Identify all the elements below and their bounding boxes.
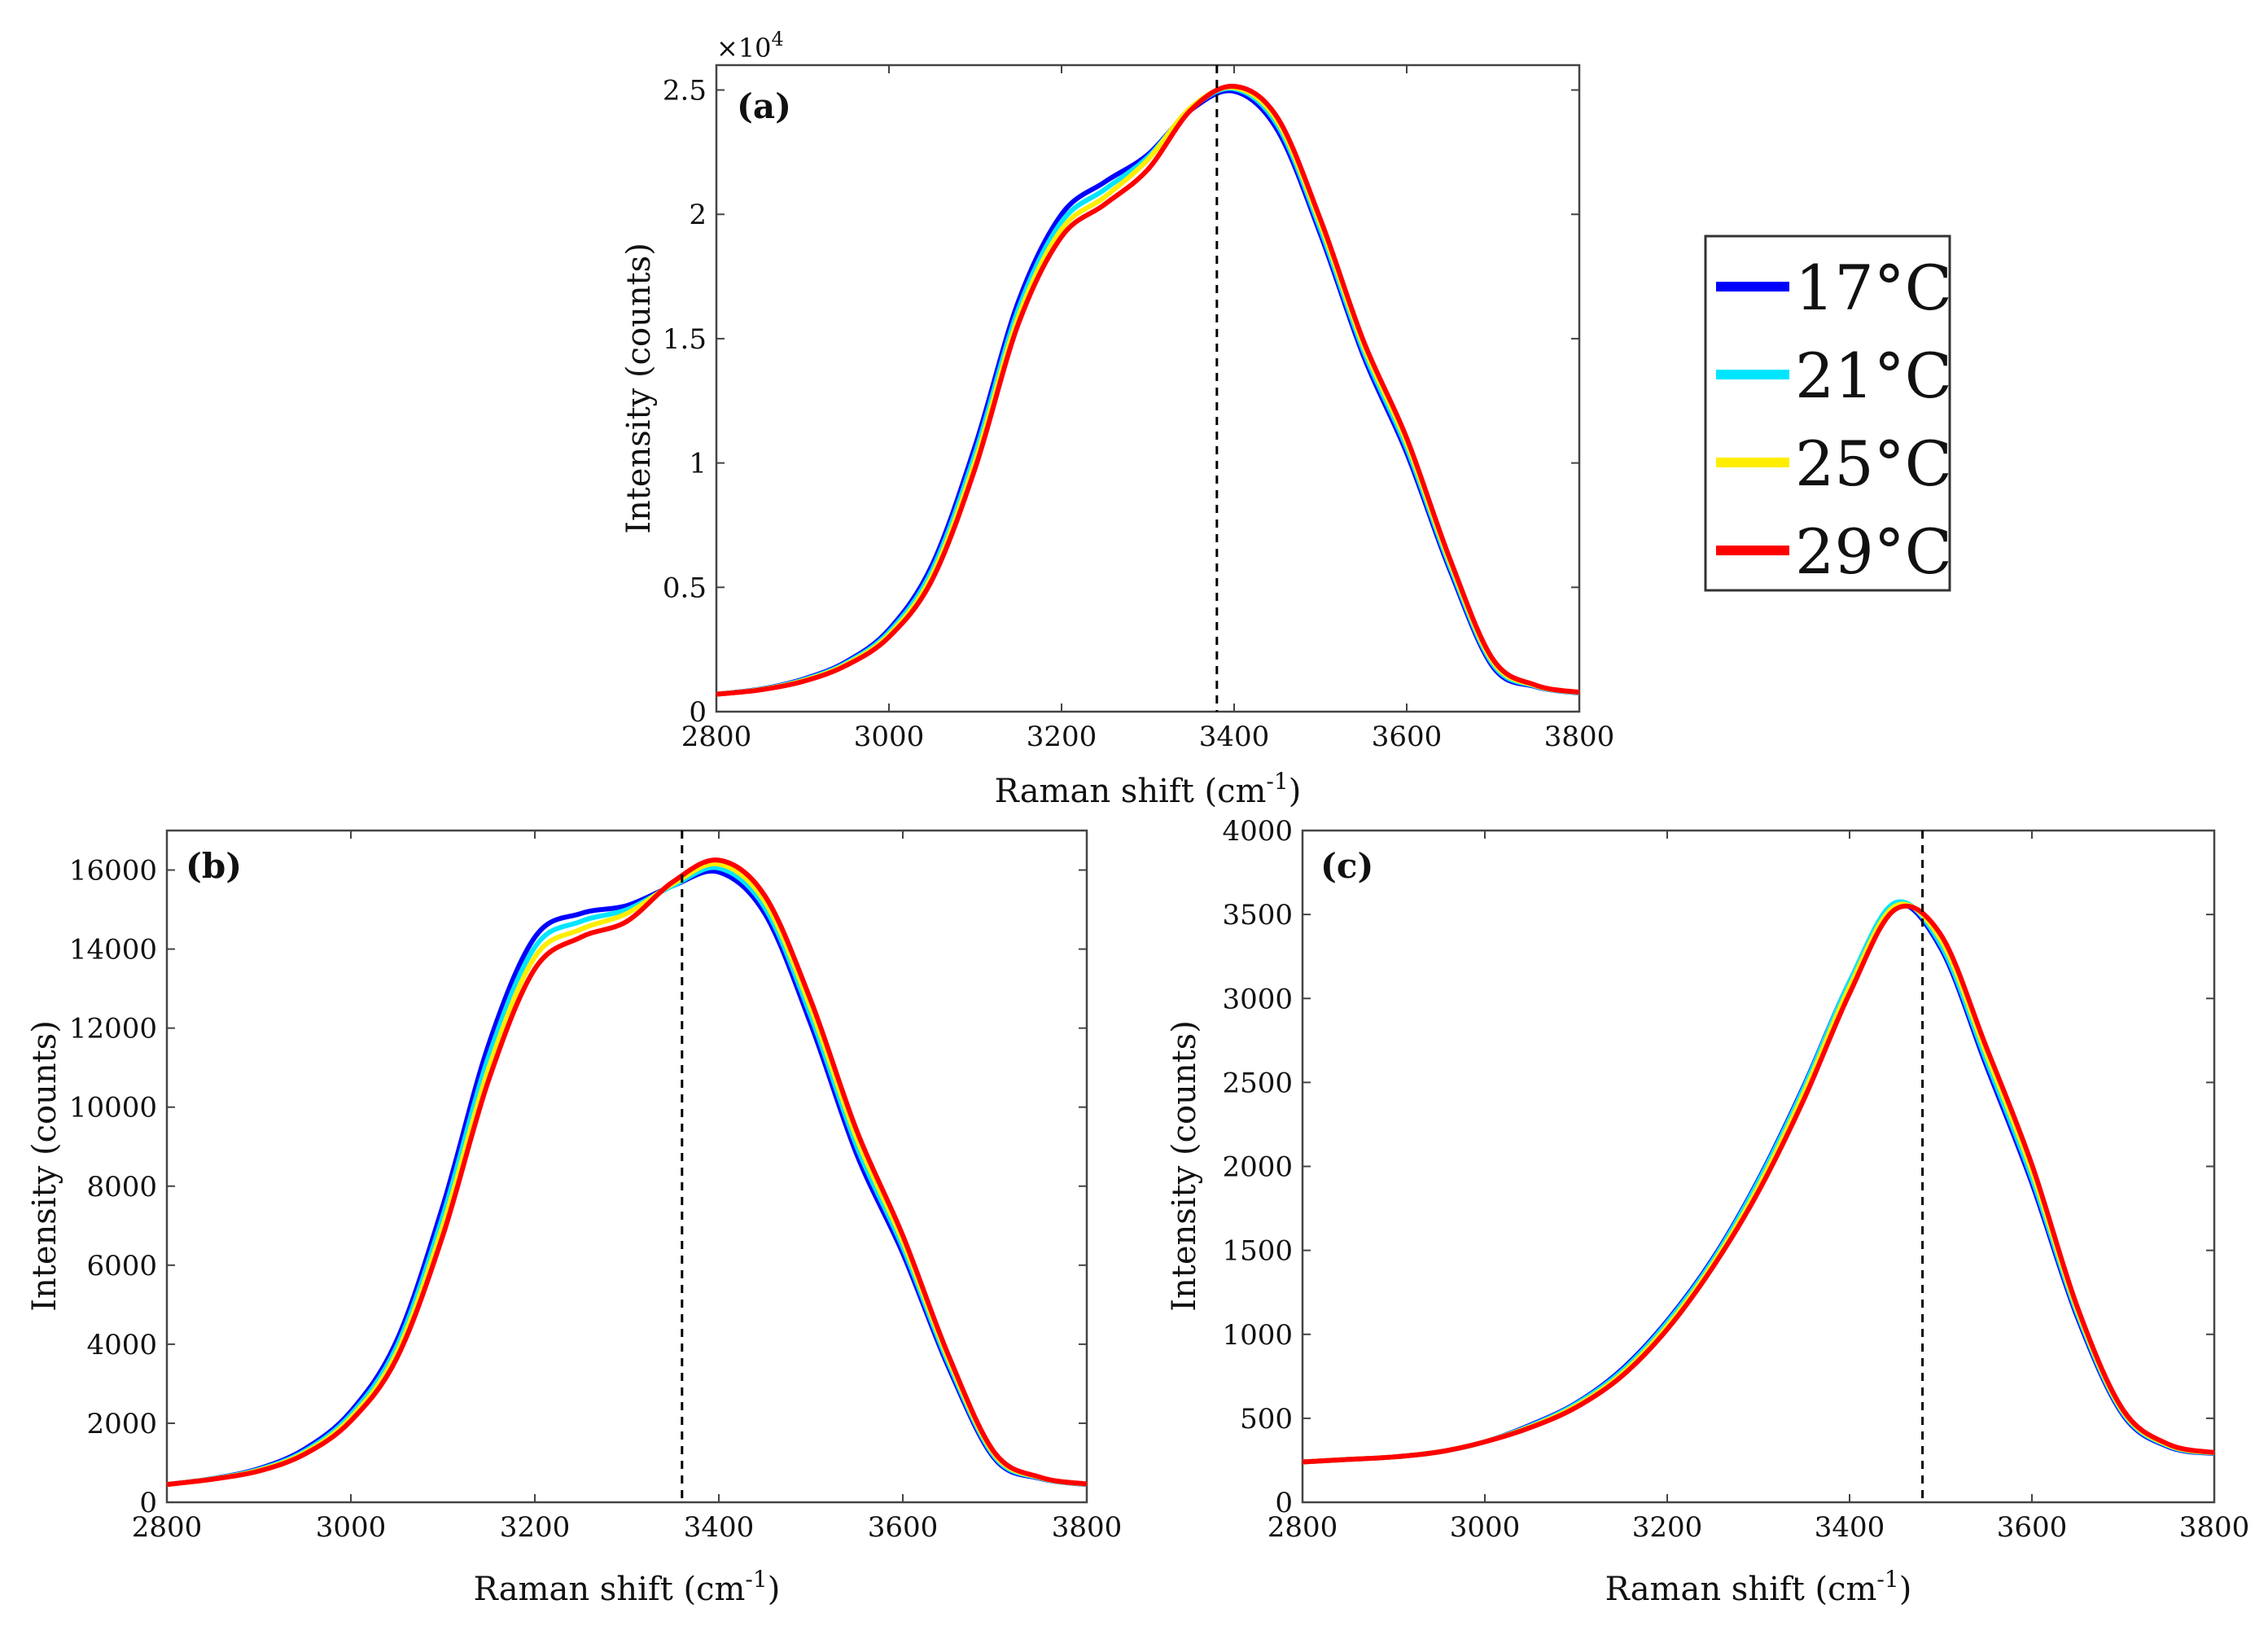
series-layer	[1302, 899, 2215, 1465]
panel-c: 2800 3000 3200 3400 3600 3800 0 500 1000 1500 2000…	[1166, 815, 2249, 1608]
y-tick-label: 2.5	[663, 75, 707, 107]
x-tick-label: 2800	[1268, 1511, 1338, 1544]
x-axis-label-sup: -1	[745, 1566, 767, 1593]
y-tick-label: 2000	[1222, 1151, 1293, 1184]
y-tick-label: 8000	[86, 1171, 157, 1203]
x-tick-label: 3800	[1052, 1511, 1123, 1544]
y-tick-label: 1000	[1222, 1319, 1293, 1352]
y-tick-label: 1.5	[663, 323, 707, 356]
y-tick-label: 6000	[86, 1250, 157, 1282]
y-tick-label: 1500	[1222, 1235, 1293, 1268]
x-axis-label: Raman shift (cm-1)	[474, 1566, 781, 1608]
y-tick-label: 2500	[1222, 1067, 1293, 1099]
x-tick-label: 3400	[1815, 1511, 1885, 1544]
series-line-29c	[1302, 903, 2215, 1465]
y-tick-label: 3000	[1222, 983, 1293, 1015]
y-tick-label: 12000	[69, 1013, 157, 1045]
x-axis-label: Raman shift (cm-1)	[1605, 1566, 1912, 1608]
x-tick-label: 3400	[684, 1511, 755, 1544]
y-axis-label: Intensity (counts)	[620, 243, 658, 534]
legend-label-21c: 21°C	[1795, 340, 1952, 412]
x-tick-label: 3600	[1997, 1511, 2068, 1544]
y-tick-label: 1	[689, 448, 707, 480]
y-tick-label: 4000	[1222, 815, 1293, 848]
panel-label: (a)	[737, 86, 791, 126]
y-exponent-label: ×104	[716, 28, 784, 64]
axis-ticks: 2800 3000 3200 3400 3600 3800 0 0.5 1 1.5 2 2.5	[663, 65, 1614, 753]
y-tick-label: 16000	[69, 855, 157, 888]
y-tick-label: 0	[689, 696, 707, 729]
panel-label: (b)	[186, 846, 242, 886]
y-axis-label: Intensity (counts)	[1166, 1020, 1203, 1312]
x-axis-label-sup: -1	[1876, 1566, 1898, 1593]
legend-label-29c: 29°C	[1795, 515, 1952, 588]
panel-a: 2800 3000 3200 3400 3600 3800 0 0.5 1 1.5 2 2.5 (a)…	[620, 28, 1614, 810]
x-tick-label: 3200	[1632, 1511, 1703, 1544]
x-tick-label: 2800	[681, 721, 752, 753]
axis-ticks: 2800 3000 3200 3400 3600 3800 0 2000 4000 6000 800…	[69, 831, 1122, 1544]
x-tick-label: 3800	[2179, 1511, 2250, 1544]
x-axis-label-text: Raman shift (cm	[1605, 1571, 1877, 1608]
panel-label: (c)	[1320, 846, 1373, 886]
series-line-29c	[166, 857, 1088, 1488]
y-tick-label: 500	[1240, 1403, 1293, 1436]
series-layer	[166, 857, 1088, 1488]
y-tick-label: 14000	[69, 934, 157, 967]
x-tick-label: 3600	[1372, 721, 1443, 753]
y-tick-label: 4000	[86, 1329, 157, 1361]
y-tick-label: 2000	[86, 1408, 157, 1440]
x-tick-label: 3000	[316, 1511, 387, 1544]
y-exponent-base: ×10	[716, 33, 772, 64]
y-tick-label: 2	[689, 199, 707, 231]
x-tick-label: 3000	[854, 721, 925, 753]
y-tick-label: 10000	[69, 1092, 157, 1124]
series-line-29c	[716, 83, 1580, 697]
x-tick-label: 3200	[500, 1511, 571, 1544]
plot-frame	[165, 829, 1088, 1504]
y-exponent-power: 4	[772, 28, 784, 50]
x-tick-label: 3200	[1027, 721, 1097, 753]
x-axis-label-text: Raman shift (cm	[995, 773, 1267, 810]
y-tick-label: 0.5	[663, 572, 707, 604]
x-axis-label-sup: -1	[1266, 768, 1288, 795]
series-layer	[716, 83, 1580, 697]
plot-frame	[1301, 829, 2216, 1504]
y-tick-label: 0	[139, 1487, 157, 1519]
y-tick-label: 0	[1275, 1487, 1293, 1519]
legend-label-25c: 25°C	[1795, 427, 1952, 500]
x-axis-label: Raman shift (cm-1)	[995, 768, 1302, 810]
axis-ticks: 2800 3000 3200 3400 3600 3800 0 500 1000 1500 2000…	[1222, 815, 2249, 1544]
x-axis-label-end: )	[1289, 773, 1302, 810]
y-axis-label: Intensity (counts)	[26, 1020, 63, 1312]
legend-label-17c: 17°C	[1795, 252, 1952, 324]
x-axis-label-end: )	[768, 1571, 781, 1608]
legend-box	[1704, 235, 1951, 592]
x-tick-label: 3000	[1450, 1511, 1521, 1544]
legend: 17°C 21°C 25°C 29°C	[1704, 235, 1952, 592]
x-tick-label: 3400	[1199, 721, 1270, 753]
x-axis-label-text: Raman shift (cm	[474, 1571, 746, 1608]
x-tick-label: 3600	[868, 1511, 939, 1544]
x-tick-label: 3800	[1544, 721, 1615, 753]
x-tick-label: 2800	[132, 1511, 203, 1544]
y-tick-label: 3500	[1222, 899, 1293, 931]
x-axis-label-end: )	[1899, 1571, 1912, 1608]
panel-b: 2800 3000 3200 3400 3600 3800 0 2000 4000 6000 800…	[26, 829, 1122, 1608]
